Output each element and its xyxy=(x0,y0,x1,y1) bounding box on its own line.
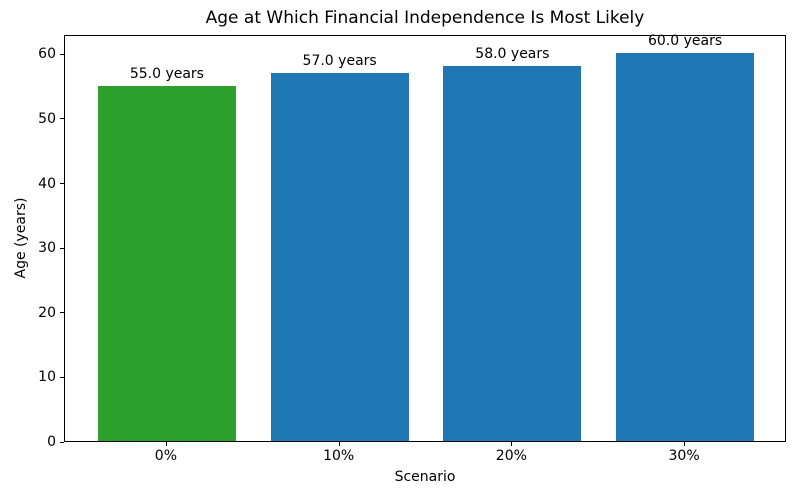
y-tick-label: 60 xyxy=(38,46,56,63)
x-tick-label: 10% xyxy=(323,448,355,464)
bar-20% xyxy=(443,66,582,441)
y-tick-label: 0 xyxy=(47,434,56,450)
y-tick-label: 50 xyxy=(38,110,56,127)
y-tick-mark xyxy=(60,183,64,185)
y-tick-mark xyxy=(60,441,64,443)
y-tick-label: 40 xyxy=(38,175,56,192)
bar-0% xyxy=(97,85,236,441)
y-tick-mark xyxy=(60,312,64,314)
x-axis-label: Scenario xyxy=(394,469,456,485)
plot-area: 55.0 years 57.0 years 58.0 years 60.0 years xyxy=(64,33,786,442)
y-tick-mark xyxy=(60,247,64,249)
y-tick-label: 30 xyxy=(38,240,56,257)
bar-value-label: 58.0 years xyxy=(475,46,550,63)
x-tick-mark xyxy=(684,442,686,446)
x-tick-label: 0% xyxy=(154,448,178,464)
x-tick-mark xyxy=(511,442,513,446)
bar-30% xyxy=(616,53,755,441)
x-tick-label: 30% xyxy=(668,448,700,464)
y-tick-label: 10 xyxy=(38,369,56,386)
x-tick-mark xyxy=(165,442,167,446)
y-tick-label: 20 xyxy=(38,304,56,321)
y-tick-mark xyxy=(60,53,64,55)
bar-value-label: 55.0 years xyxy=(129,65,204,82)
bar-10% xyxy=(270,72,409,441)
x-tick-label: 20% xyxy=(495,448,527,464)
bar-value-label: 57.0 years xyxy=(302,52,377,69)
y-axis-label: Age (years) xyxy=(13,197,29,279)
x-tick-mark xyxy=(338,442,340,446)
bar-value-label: 60.0 years xyxy=(648,33,723,50)
y-tick-mark xyxy=(60,376,64,378)
y-tick-mark xyxy=(60,118,64,120)
chart-title: Age at Which Financial Independence Is M… xyxy=(205,8,645,28)
